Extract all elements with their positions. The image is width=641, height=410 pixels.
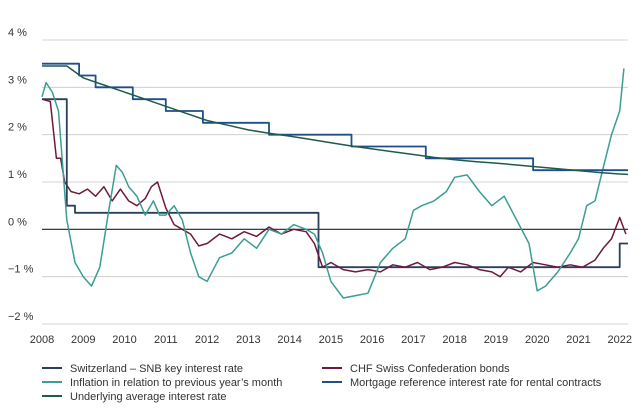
y-tick-label: −1 % <box>8 264 34 276</box>
y-axis-ticks: 4 % 3 % 2 % 1 % 0 % −1 % −2 % <box>8 27 34 323</box>
series-line-4 <box>42 62 628 172</box>
y-tick-label: 2 % <box>8 122 27 134</box>
x-tick-label: 2022 <box>608 334 632 346</box>
y-tick-label: 1 % <box>8 169 27 181</box>
x-tick-label: 2012 <box>195 334 219 346</box>
x-tick-label: 2009 <box>71 334 95 346</box>
grid-lines <box>42 39 628 325</box>
x-tick-label: 2015 <box>319 334 343 346</box>
series-lines <box>41 62 629 299</box>
legend: Switzerland – SNB key interest rate CHF S… <box>42 363 602 403</box>
legend-label: Switzerland – SNB key interest rate <box>70 363 243 375</box>
x-axis-ticks: 2008 2009 2010 2011 2012 2013 2014 2015 2016 2017… <box>30 334 632 346</box>
series-line-5 <box>42 65 629 176</box>
y-tick-label: 4 % <box>8 27 27 39</box>
y-tick-label: 3 % <box>8 74 27 86</box>
x-tick-label: 2016 <box>360 334 384 346</box>
x-tick-label: 2019 <box>484 334 508 346</box>
x-tick-label: 2014 <box>277 334 301 346</box>
series-line-3 <box>41 68 625 299</box>
legend-label: Inflation in relation to previous year’s… <box>70 377 282 389</box>
x-tick-label: 2013 <box>236 334 260 346</box>
x-tick-label: 2020 <box>525 334 549 346</box>
legend-label: Underlying average interest rate <box>70 391 227 403</box>
y-tick-label: −2 % <box>8 311 34 323</box>
x-tick-label: 2008 <box>30 334 54 346</box>
y-tick-label: 0 % <box>8 216 27 228</box>
series-line-1 <box>42 98 628 269</box>
x-tick-label: 2011 <box>154 334 178 346</box>
x-tick-label: 2021 <box>566 334 590 346</box>
x-tick-label: 2017 <box>401 334 425 346</box>
x-tick-label: 2010 <box>112 334 136 346</box>
x-tick-label: 2018 <box>442 334 466 346</box>
legend-label: CHF Swiss Confederation bonds <box>350 363 510 375</box>
legend-label: Mortgage reference interest rate for ren… <box>350 377 602 389</box>
